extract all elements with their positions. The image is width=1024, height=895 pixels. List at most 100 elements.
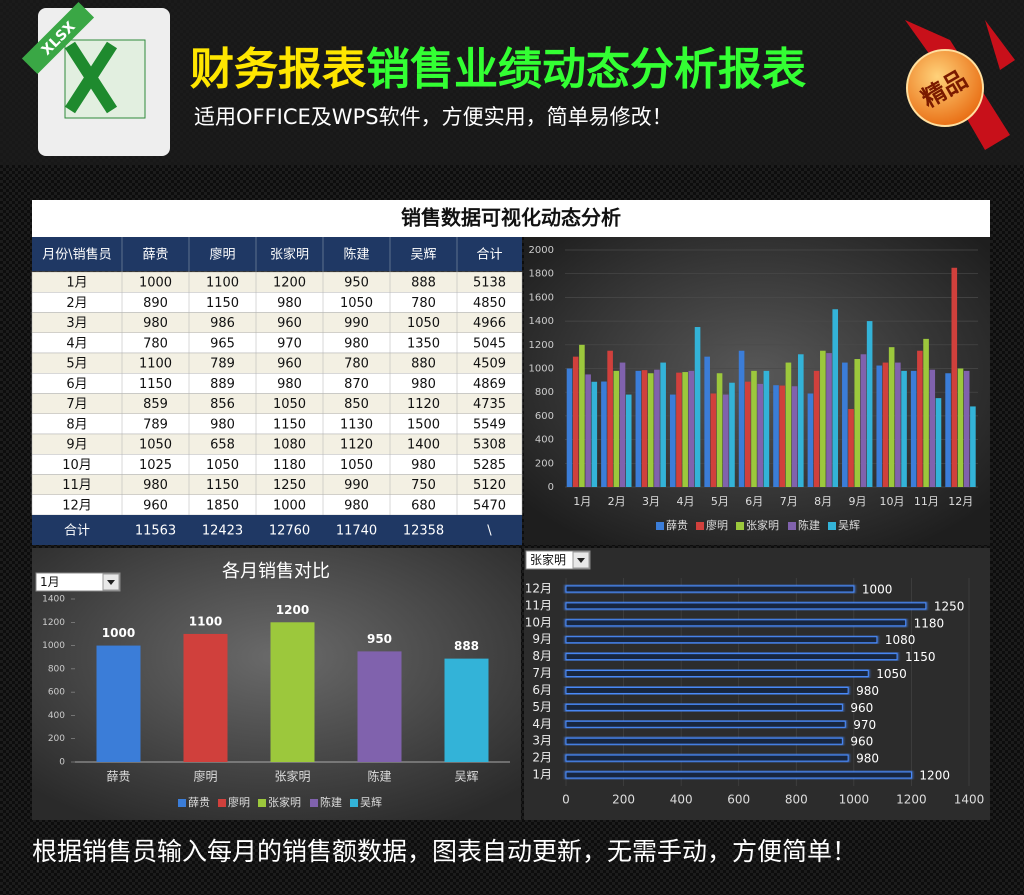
legend-swatch: [350, 799, 358, 807]
x-tick-label: 400: [670, 793, 693, 807]
data-label: 1080: [885, 633, 916, 647]
table-cell: 1150: [273, 417, 306, 432]
bar: [876, 365, 883, 487]
x-tick-label: 1000: [839, 793, 870, 807]
y-tick-label: 200: [48, 734, 65, 744]
table-cell: 980: [277, 296, 302, 311]
bar: [854, 359, 861, 487]
table-cell: 9月: [66, 438, 87, 453]
bar: [779, 385, 786, 487]
bar: [565, 670, 869, 678]
x-tick-label: 600: [727, 793, 750, 807]
data-label: 980: [856, 684, 879, 698]
bar: [654, 369, 660, 487]
x-tick-label: 800: [785, 793, 808, 807]
bar: [183, 633, 228, 762]
legend-label: 吴辉: [838, 519, 860, 532]
bar: [738, 350, 745, 487]
table-cell: 10月: [62, 458, 92, 473]
legend-label: 薛贵: [188, 796, 210, 809]
bar: [866, 321, 873, 487]
table-cell: 1200: [273, 276, 306, 291]
bar: [357, 651, 402, 762]
table-cell: 5月: [66, 357, 87, 372]
bar: [676, 372, 682, 487]
legend-swatch: [736, 522, 744, 530]
table-cell: 3月: [66, 316, 87, 331]
table-cell: 12月: [62, 498, 92, 513]
table-cell: 850: [344, 397, 369, 412]
table-cell: 1050: [340, 458, 373, 473]
table-cell: 1130: [340, 417, 373, 432]
table-cell: 1100: [139, 357, 172, 372]
bar: [744, 381, 751, 487]
x-tick-label: 200: [612, 793, 635, 807]
table-cell: 960: [277, 316, 302, 331]
bar: [641, 370, 648, 487]
y-tick-label: 1200: [529, 340, 554, 351]
bar: [785, 362, 792, 487]
dropdown-arrow: [107, 580, 115, 585]
bar: [935, 398, 942, 487]
column-header: 吴辉: [410, 248, 436, 263]
bar: [917, 350, 923, 487]
table-header-row: [32, 237, 522, 271]
legend-label: 陈建: [798, 518, 820, 532]
table-cell: 1025: [139, 458, 172, 473]
bar: [888, 347, 895, 487]
data-label: 1000: [102, 626, 135, 640]
x-tick-label: 张家明: [274, 769, 310, 784]
column-header: 合计: [476, 248, 502, 263]
table-cell: 980: [344, 498, 369, 513]
y-tick-label: 400: [535, 435, 554, 446]
table-cell: 880: [411, 357, 436, 372]
table-cell: 4月: [66, 336, 87, 351]
table-cell: 1000: [273, 498, 306, 513]
table-cell: 950: [344, 276, 369, 291]
table-cell: 1250: [273, 478, 306, 493]
y-tick-label: 1400: [529, 316, 554, 327]
bar: [565, 602, 927, 610]
file-icon: XLSX: [21, 1, 170, 156]
table-cell: 980: [210, 417, 235, 432]
bar: [957, 368, 964, 487]
table-cell: 890: [143, 296, 168, 311]
y-tick-label: 1800: [529, 269, 554, 280]
header-title: 财务报表销售业绩动态分析报表: [190, 44, 806, 95]
table-cell: 1050: [407, 316, 440, 331]
table-cell: 990: [344, 478, 369, 493]
bar: [565, 754, 849, 762]
title-part: 财务报表: [190, 44, 366, 95]
bar: [842, 362, 848, 487]
table-cell: 986: [210, 316, 235, 331]
x-tick-label: 6月: [745, 495, 763, 508]
table-cell: 1350: [407, 336, 440, 351]
legend-swatch: [788, 522, 796, 530]
data-label: 950: [367, 632, 392, 646]
table-cell: 4850: [473, 296, 506, 311]
table-total-cell: 12423: [202, 524, 243, 539]
table-cell: 1150: [206, 478, 239, 493]
table-cell: 1150: [206, 296, 239, 311]
table-cell: 1150: [139, 377, 172, 392]
bar: [572, 356, 579, 487]
table-title: 销售数据可视化动态分析: [401, 206, 621, 230]
table-cell: 1月: [66, 276, 87, 291]
bar: [929, 369, 936, 487]
y-tick-label: 5月: [532, 700, 552, 714]
table-cell: 4869: [473, 377, 506, 392]
y-tick-label: 1200: [42, 618, 65, 628]
bar: [751, 370, 757, 487]
table-cell: 4735: [473, 397, 506, 412]
x-tick-label: 11月: [914, 495, 939, 508]
legend-label: 廖明: [706, 518, 728, 532]
data-label: 960: [850, 701, 873, 715]
title-part: 销售业绩动态分析报表: [366, 44, 806, 95]
y-tick-label: 800: [535, 387, 554, 398]
table-cell: 5308: [473, 438, 506, 453]
y-tick-label: 600: [48, 688, 65, 698]
x-tick-label: 1200: [896, 793, 927, 807]
table-total-cell: 11563: [135, 524, 176, 539]
table-cell: 1850: [206, 498, 239, 513]
bar: [848, 409, 854, 487]
